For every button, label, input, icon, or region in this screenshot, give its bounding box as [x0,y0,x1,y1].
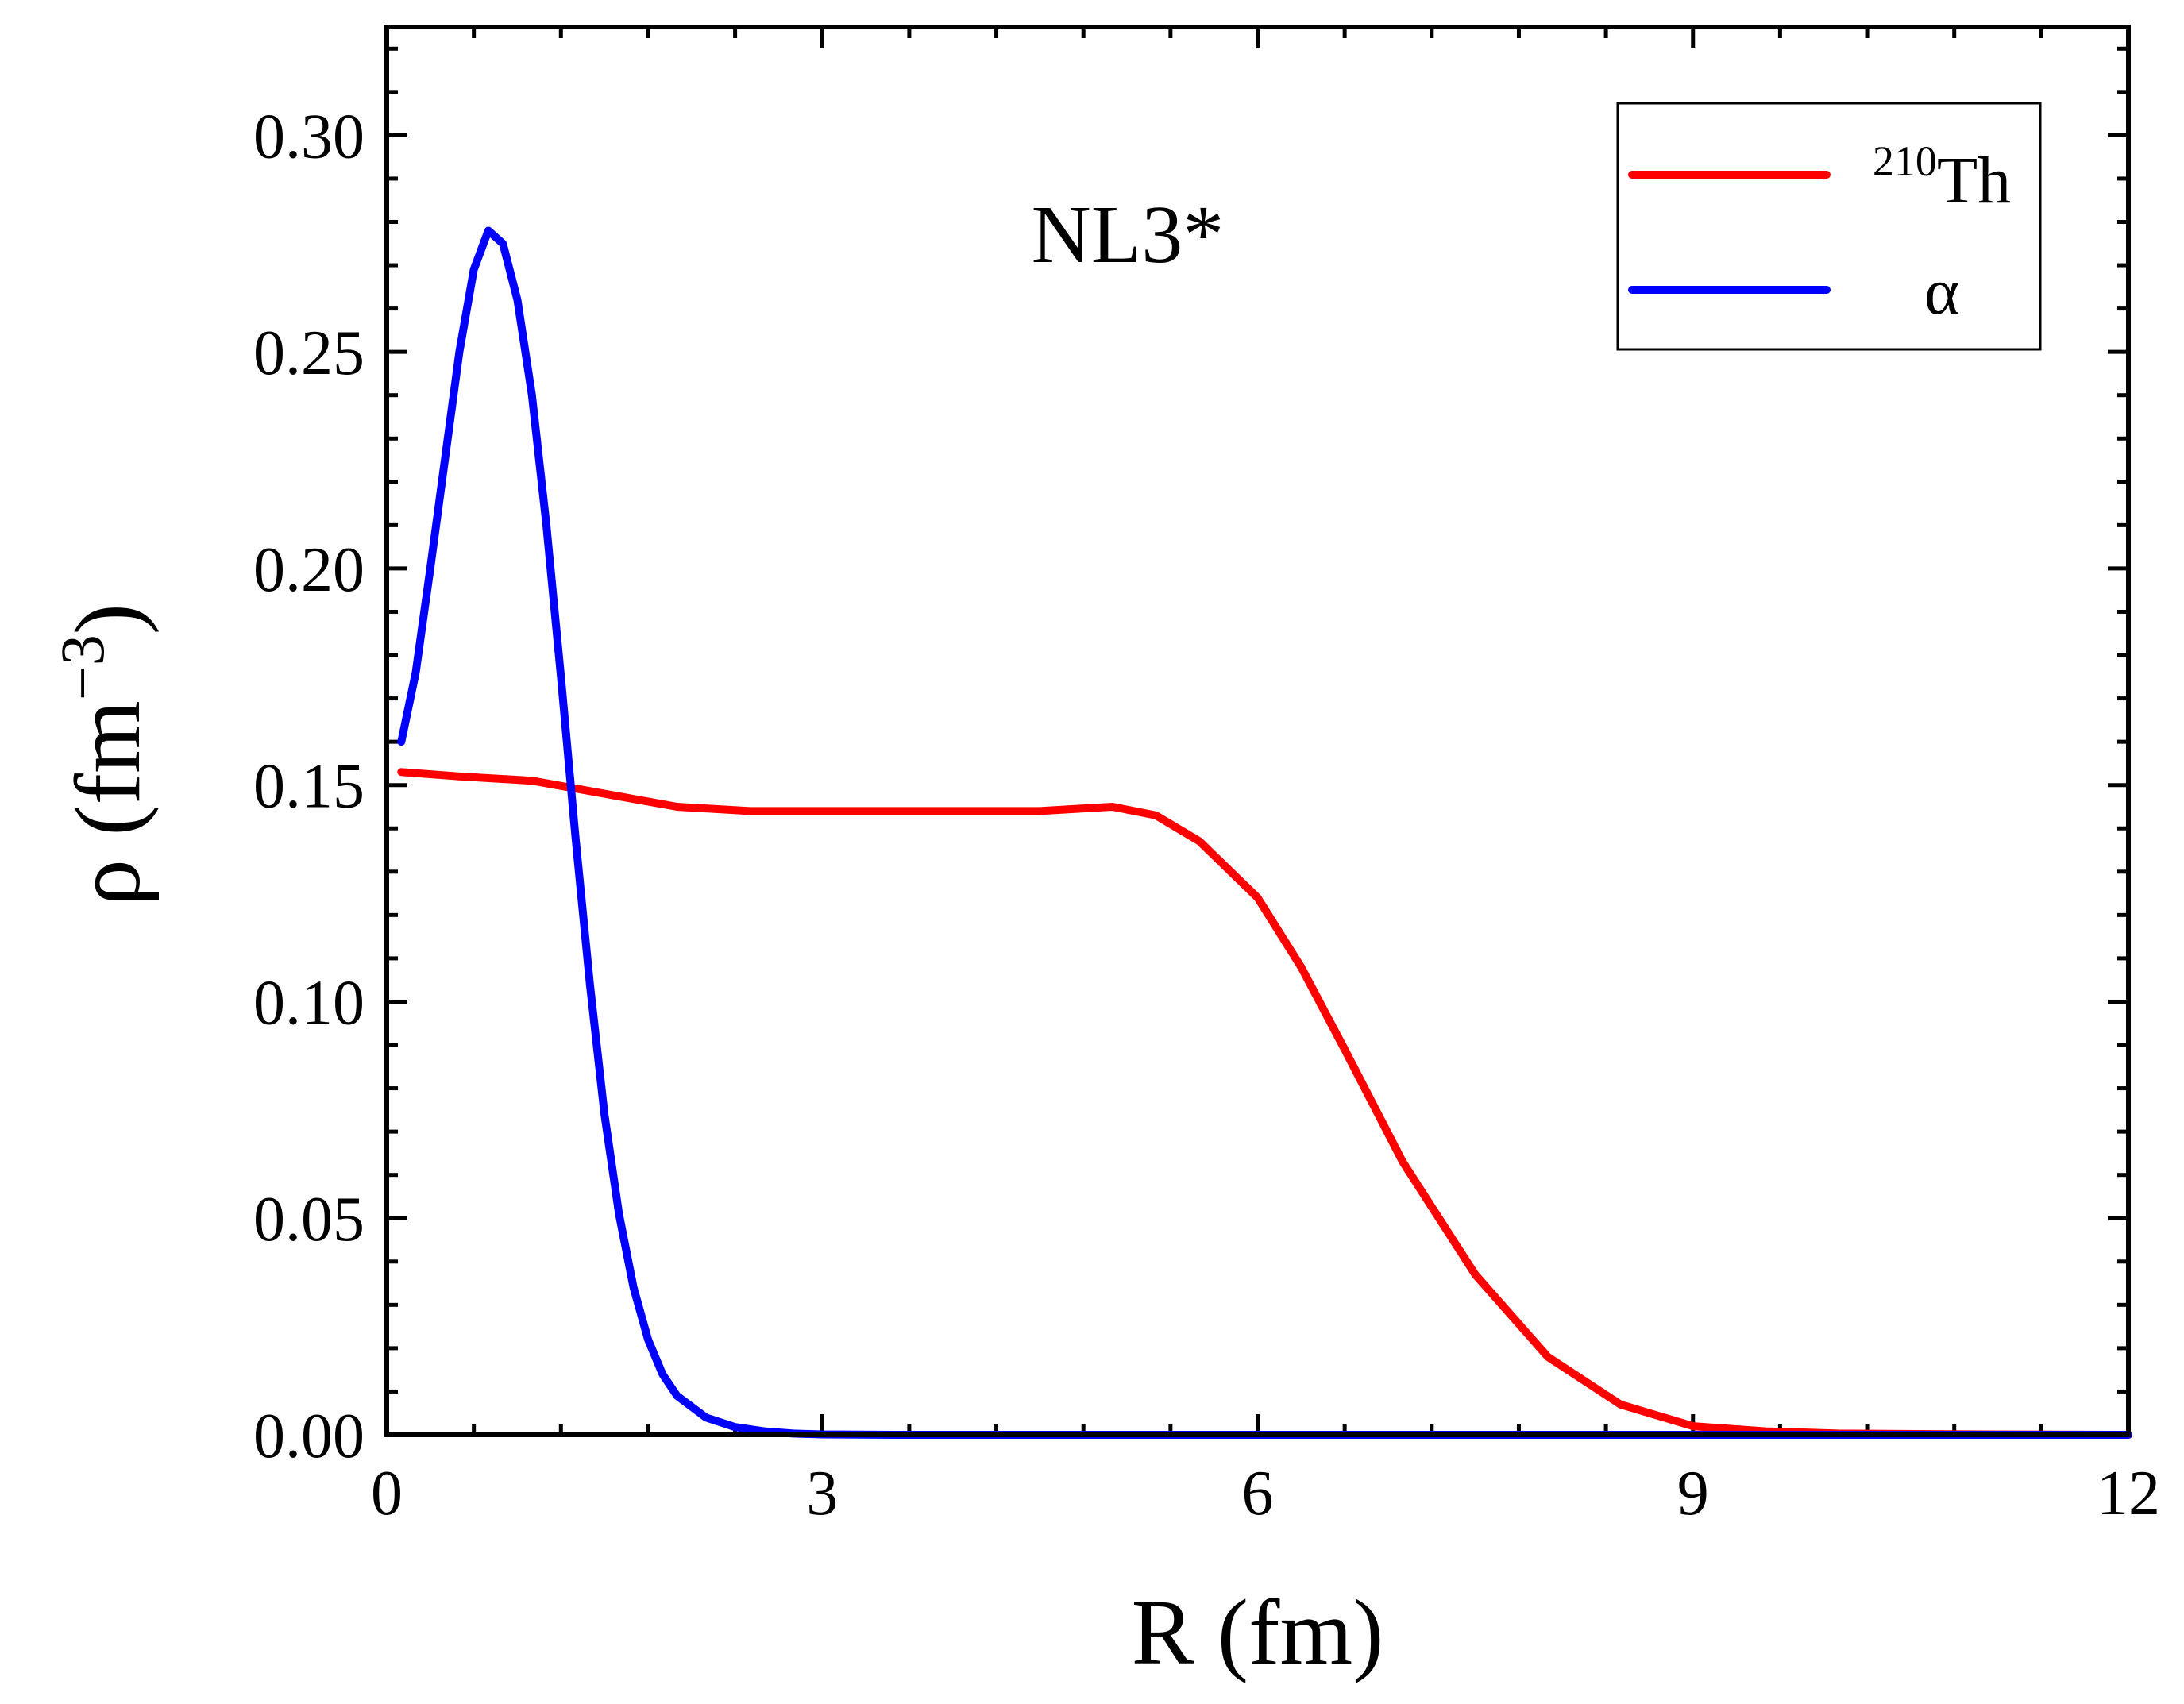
y-axis-title-sup: −3 [48,634,117,700]
x-tick-label: 9 [1677,1459,1709,1529]
x-tick-label: 12 [2097,1459,2160,1529]
legend: 210Th α [1616,102,2042,351]
series-line-th210 [397,768,2132,1439]
legend-text-th210: Th [1937,144,2011,218]
x-axis-title: R (fm) [1132,1580,1384,1684]
legend-box [1616,102,2042,351]
y-axis-title: ρ (fm−3) [48,603,160,906]
y-tick-label: 0.10 [253,968,365,1038]
y-tick-label: 0.00 [253,1401,365,1471]
x-tick-label: 3 [806,1459,838,1529]
y-tick-label: 0.05 [253,1185,365,1255]
y-tick-label: 0.30 [253,102,365,172]
tick-labels: 0 3 6 9 12 0.00 0.05 0.10 0.15 0.20 0.25 0.30 [253,102,2160,1529]
plot-frame [384,25,2131,1437]
x-tick-label: 6 [1242,1459,1274,1529]
y-tick-label: 0.20 [253,535,365,605]
series-line-alpha [397,226,2132,1439]
x-tick-label: 0 [371,1459,403,1529]
series-layer [397,226,2132,1439]
legend-label-th210: 210Th [1873,137,2011,218]
model-annotation: NL3* [1032,189,1225,280]
y-axis-title-base: ρ (fm [56,700,160,906]
y-tick-label: 0.25 [253,318,365,388]
legend-label-alpha: α [1924,255,1959,329]
legend-sup-th210: 210 [1873,137,1937,185]
y-axis-title-close: ) [56,603,160,634]
y-tick-label: 0.15 [253,752,365,822]
